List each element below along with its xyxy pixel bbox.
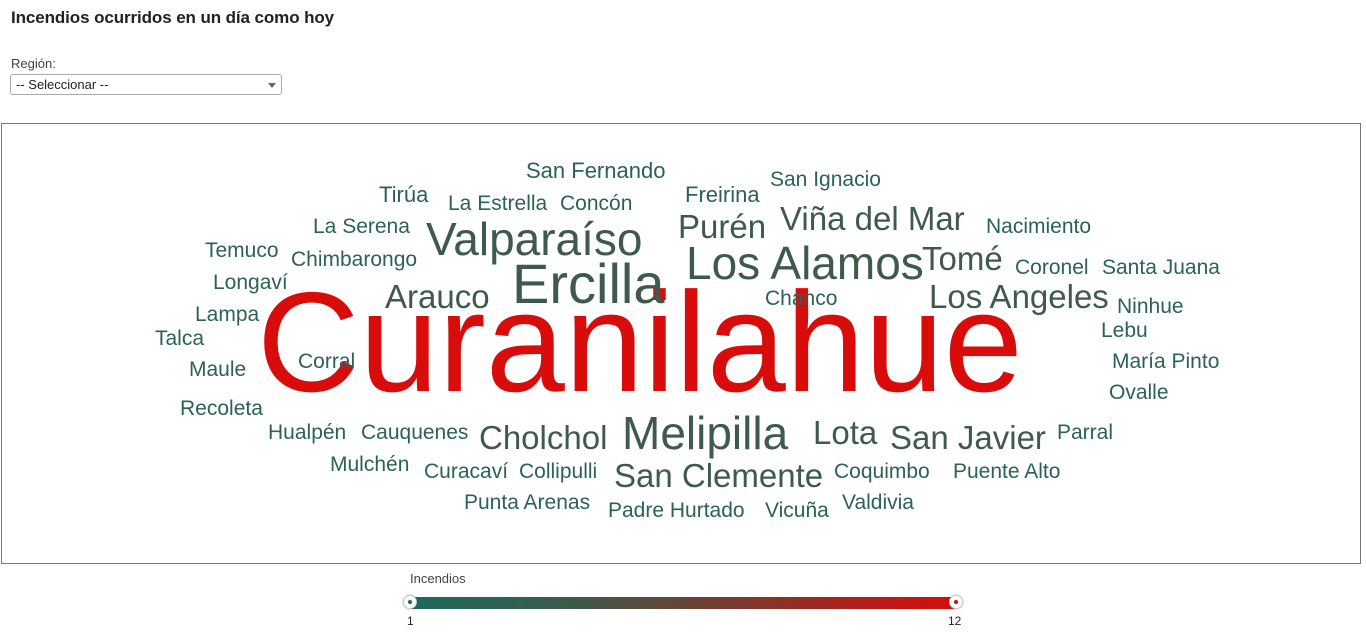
word-cloud-term[interactable]: Punta Arenas [464,491,591,514]
word-cloud-term[interactable]: Coquimbo [834,460,930,483]
word-cloud-term[interactable]: Tomé [922,240,1003,277]
word-cloud-term[interactable]: Lampa [195,303,260,326]
region-select-value: -- Seleccionar -- [16,77,109,92]
word-cloud-term[interactable]: Hualpén [268,421,347,444]
word-cloud-term[interactable]: Talca [155,327,205,350]
word-cloud-term[interactable]: Viña del Mar [780,200,965,237]
word-cloud-term[interactable]: Padre Hurtado [608,499,745,522]
legend-min-handle[interactable] [403,595,417,609]
word-cloud-term[interactable]: Los Angeles [929,278,1109,315]
word-cloud-term[interactable]: San Ignacio [770,168,881,191]
word-cloud-term[interactable]: Mulchén [330,453,410,476]
word-cloud-term[interactable]: San Clemente [614,457,824,494]
word-cloud-term[interactable]: La Estrella [448,192,548,215]
word-cloud-term[interactable]: Chimbarongo [291,248,418,271]
word-cloud-term[interactable]: Chanco [765,287,838,310]
word-cloud-term[interactable]: Puente Alto [953,460,1061,483]
word-cloud-term[interactable]: Curanilahue [257,263,1023,422]
word-cloud-term[interactable]: Coronel [1015,256,1089,279]
word-cloud-term[interactable]: María Pinto [1112,350,1220,373]
word-cloud-term[interactable]: Nacimiento [986,215,1092,238]
word-cloud-term[interactable]: Purén [678,208,767,245]
region-select[interactable]: -- Seleccionar -- [10,74,282,95]
word-cloud-term[interactable]: San Javier [890,419,1046,456]
word-cloud-term[interactable]: Santa Juana [1102,256,1220,279]
word-cloud-term[interactable]: Ovalle [1109,381,1169,404]
word-cloud-term[interactable]: Curacaví [424,460,509,483]
legend-max-label: 12 [948,614,962,628]
word-cloud-term[interactable]: Tirúa [379,182,429,207]
word-cloud-term[interactable]: San Fernando [526,158,666,183]
word-cloud-term[interactable]: La Serena [313,215,410,238]
word-cloud-term[interactable]: Valparaíso [426,213,643,265]
region-label: Región: [11,56,56,71]
legend-title: Incendios [410,571,466,586]
word-cloud-term[interactable]: Valdivia [842,491,914,514]
word-cloud-term[interactable]: Temuco [205,239,279,262]
legend-gradient-bar [410,597,956,609]
word-cloud-term[interactable]: Corral [298,350,356,373]
chevron-down-icon [268,83,276,88]
word-cloud-term[interactable]: Ninhue [1117,295,1184,318]
legend-min-label: 1 [407,614,414,628]
word-cloud-term[interactable]: Concón [560,192,633,215]
word-cloud-term[interactable]: Maule [189,358,247,381]
word-cloud: Curanilahue Ercilla Los Alamos Melipilla Val… [1,123,1361,564]
word-cloud-term[interactable]: Freirina [685,182,760,207]
word-cloud-term[interactable]: Recoleta [180,397,263,420]
color-legend: Incendios 1 12 [400,568,980,638]
word-cloud-term[interactable]: Parral [1057,421,1114,444]
word-cloud-term[interactable]: Arauco [385,278,490,315]
legend-max-handle[interactable] [949,595,963,609]
word-cloud-term[interactable]: Longaví [213,271,288,294]
page-title: Incendios ocurridos en un día como hoy [11,8,335,27]
word-cloud-term[interactable]: Melipilla [622,407,789,459]
word-cloud-term[interactable]: Cauquenes [361,421,469,444]
word-cloud-term[interactable]: Vicuña [765,499,829,522]
word-cloud-term[interactable]: Lebu [1101,319,1148,342]
word-cloud-term[interactable]: Cholchol [479,419,608,456]
word-cloud-term[interactable]: Los Alamos [686,237,924,289]
word-cloud-term[interactable]: Collipulli [519,460,598,483]
word-cloud-term[interactable]: Lota [813,414,878,451]
word-cloud-term[interactable]: Ercilla [512,252,665,315]
